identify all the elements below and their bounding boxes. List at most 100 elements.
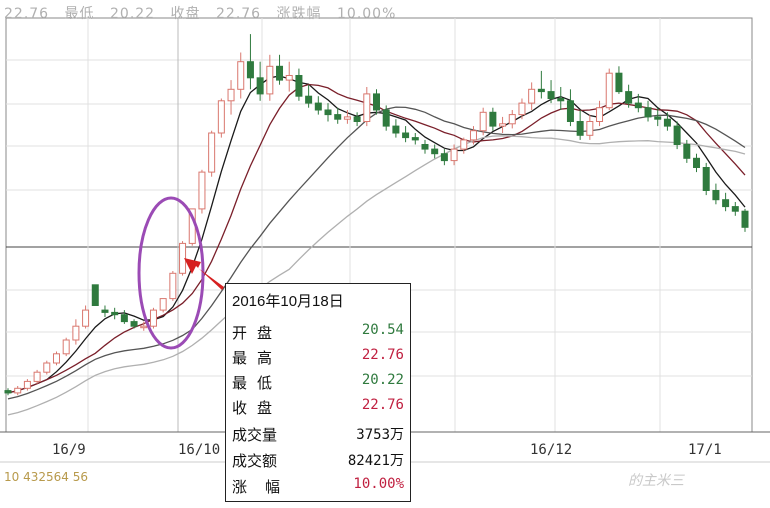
tooltip-value: 22.76	[361, 397, 404, 413]
x-tick-label: 17/1	[688, 442, 722, 458]
candle-body	[256, 77, 264, 95]
tooltip-value: 22.76	[361, 347, 404, 363]
header-item: 最低	[64, 6, 95, 22]
candle-body	[421, 144, 429, 150]
candle-body	[615, 72, 623, 93]
candle-body	[343, 116, 351, 120]
header-item: 22.76	[216, 6, 262, 22]
tooltip-value: 82421万	[347, 453, 404, 469]
candle-body	[566, 100, 574, 123]
candle-body	[120, 314, 128, 323]
candle-body	[605, 72, 613, 109]
candle-body	[91, 284, 99, 306]
candle-body	[43, 362, 51, 373]
x-tick-label: 16/10	[178, 442, 221, 458]
tooltip-row-open: 开盘 20.54	[232, 322, 404, 342]
highlight-circle	[137, 196, 205, 350]
tooltip-value: 20.22	[361, 372, 404, 388]
x-tick-label: 16/9	[52, 442, 86, 458]
tooltip-row-close: 收盘 22.76	[232, 397, 404, 417]
candle-body	[33, 371, 41, 382]
tooltip-row-high: 最高 22.76	[232, 347, 404, 367]
header-item: 22.76	[4, 6, 50, 22]
candle-body	[159, 298, 167, 311]
candle-body	[179, 242, 187, 274]
candle-body	[469, 130, 477, 141]
candle-body	[489, 111, 497, 127]
candle-body	[305, 95, 313, 104]
candle-body	[363, 93, 371, 123]
candle-body	[722, 199, 730, 208]
candle-body	[72, 325, 80, 341]
candle-body	[208, 132, 216, 173]
tooltip-row-change: 涨幅 10.00%	[232, 476, 404, 496]
candle-body	[169, 272, 177, 300]
candle-body	[23, 380, 31, 389]
candle-body	[285, 75, 293, 81]
candle-body	[130, 321, 138, 327]
x-tick-label: 16/12	[530, 442, 573, 458]
bottom-ticker: 10 432564 56	[4, 470, 88, 484]
ma-line	[7, 135, 746, 416]
candle-body	[14, 387, 22, 394]
candle-body	[217, 100, 225, 134]
tooltip-label: 涨幅	[232, 479, 299, 496]
tooltip-value: 20.54	[361, 322, 404, 338]
candle-body	[508, 114, 516, 125]
candle-body	[198, 171, 206, 210]
candle-body	[382, 109, 390, 127]
candle-body	[140, 325, 148, 329]
watermark: 的主米三	[628, 473, 684, 489]
candle-body	[101, 309, 109, 313]
arrow-icon	[184, 258, 224, 290]
candle-body	[314, 102, 322, 111]
tooltip-row-low: 最低 20.22	[232, 372, 404, 392]
tooltip-label: 最高	[232, 350, 283, 367]
candle-body	[499, 123, 507, 127]
candle-body	[537, 88, 545, 93]
candle-body	[373, 93, 380, 111]
candle-body	[644, 107, 652, 118]
header-quote-bar: 22.76 最低 20.22 收盘 22.76 涨跌幅 10.00%	[4, 3, 406, 23]
candle-body	[111, 311, 119, 316]
tooltip-label: 成交量	[232, 427, 278, 444]
candle-body	[683, 144, 691, 159]
candle-body	[634, 102, 642, 109]
candle-body	[557, 98, 565, 102]
candle-body	[625, 91, 633, 104]
candle-body	[528, 88, 536, 104]
candle-body	[673, 125, 681, 145]
header-item: 收盘	[170, 6, 201, 22]
candle-body	[62, 339, 70, 355]
candle-body	[324, 109, 332, 116]
candle-body	[266, 65, 274, 95]
tooltip-label: 收盘	[232, 400, 283, 417]
candle-body	[731, 206, 739, 212]
tooltip-value: 3753万	[356, 427, 404, 443]
tooltip-value: 10.00%	[353, 476, 404, 492]
tooltip-row-amount: 成交额 82421万	[232, 450, 404, 470]
candle-body	[654, 116, 662, 120]
candle-body	[479, 111, 487, 132]
candle-body	[227, 88, 235, 102]
candle-body	[402, 132, 410, 139]
candle-body	[741, 210, 749, 228]
candle-body	[392, 125, 400, 134]
candle-body	[440, 153, 448, 162]
candle-body	[4, 390, 12, 394]
tooltip-label: 开盘	[232, 325, 283, 342]
candle-body	[149, 309, 157, 327]
candle-body	[547, 91, 555, 99]
tooltip-label: 成交额	[232, 453, 278, 470]
tooltip-date: 2016年10月18日	[232, 293, 344, 310]
candle-body	[596, 107, 604, 122]
candle-body	[460, 139, 468, 150]
candle-body	[237, 61, 245, 90]
candle-body	[586, 121, 594, 136]
ohlc-tooltip: 2016年10月18日 开盘 20.54 最高 22.76 最低 20.22 收…	[225, 283, 411, 502]
candle-body	[52, 353, 60, 364]
candle-body	[353, 116, 361, 123]
tooltip-row-volume: 成交量 3753万	[232, 424, 404, 444]
candle-body	[702, 167, 710, 191]
